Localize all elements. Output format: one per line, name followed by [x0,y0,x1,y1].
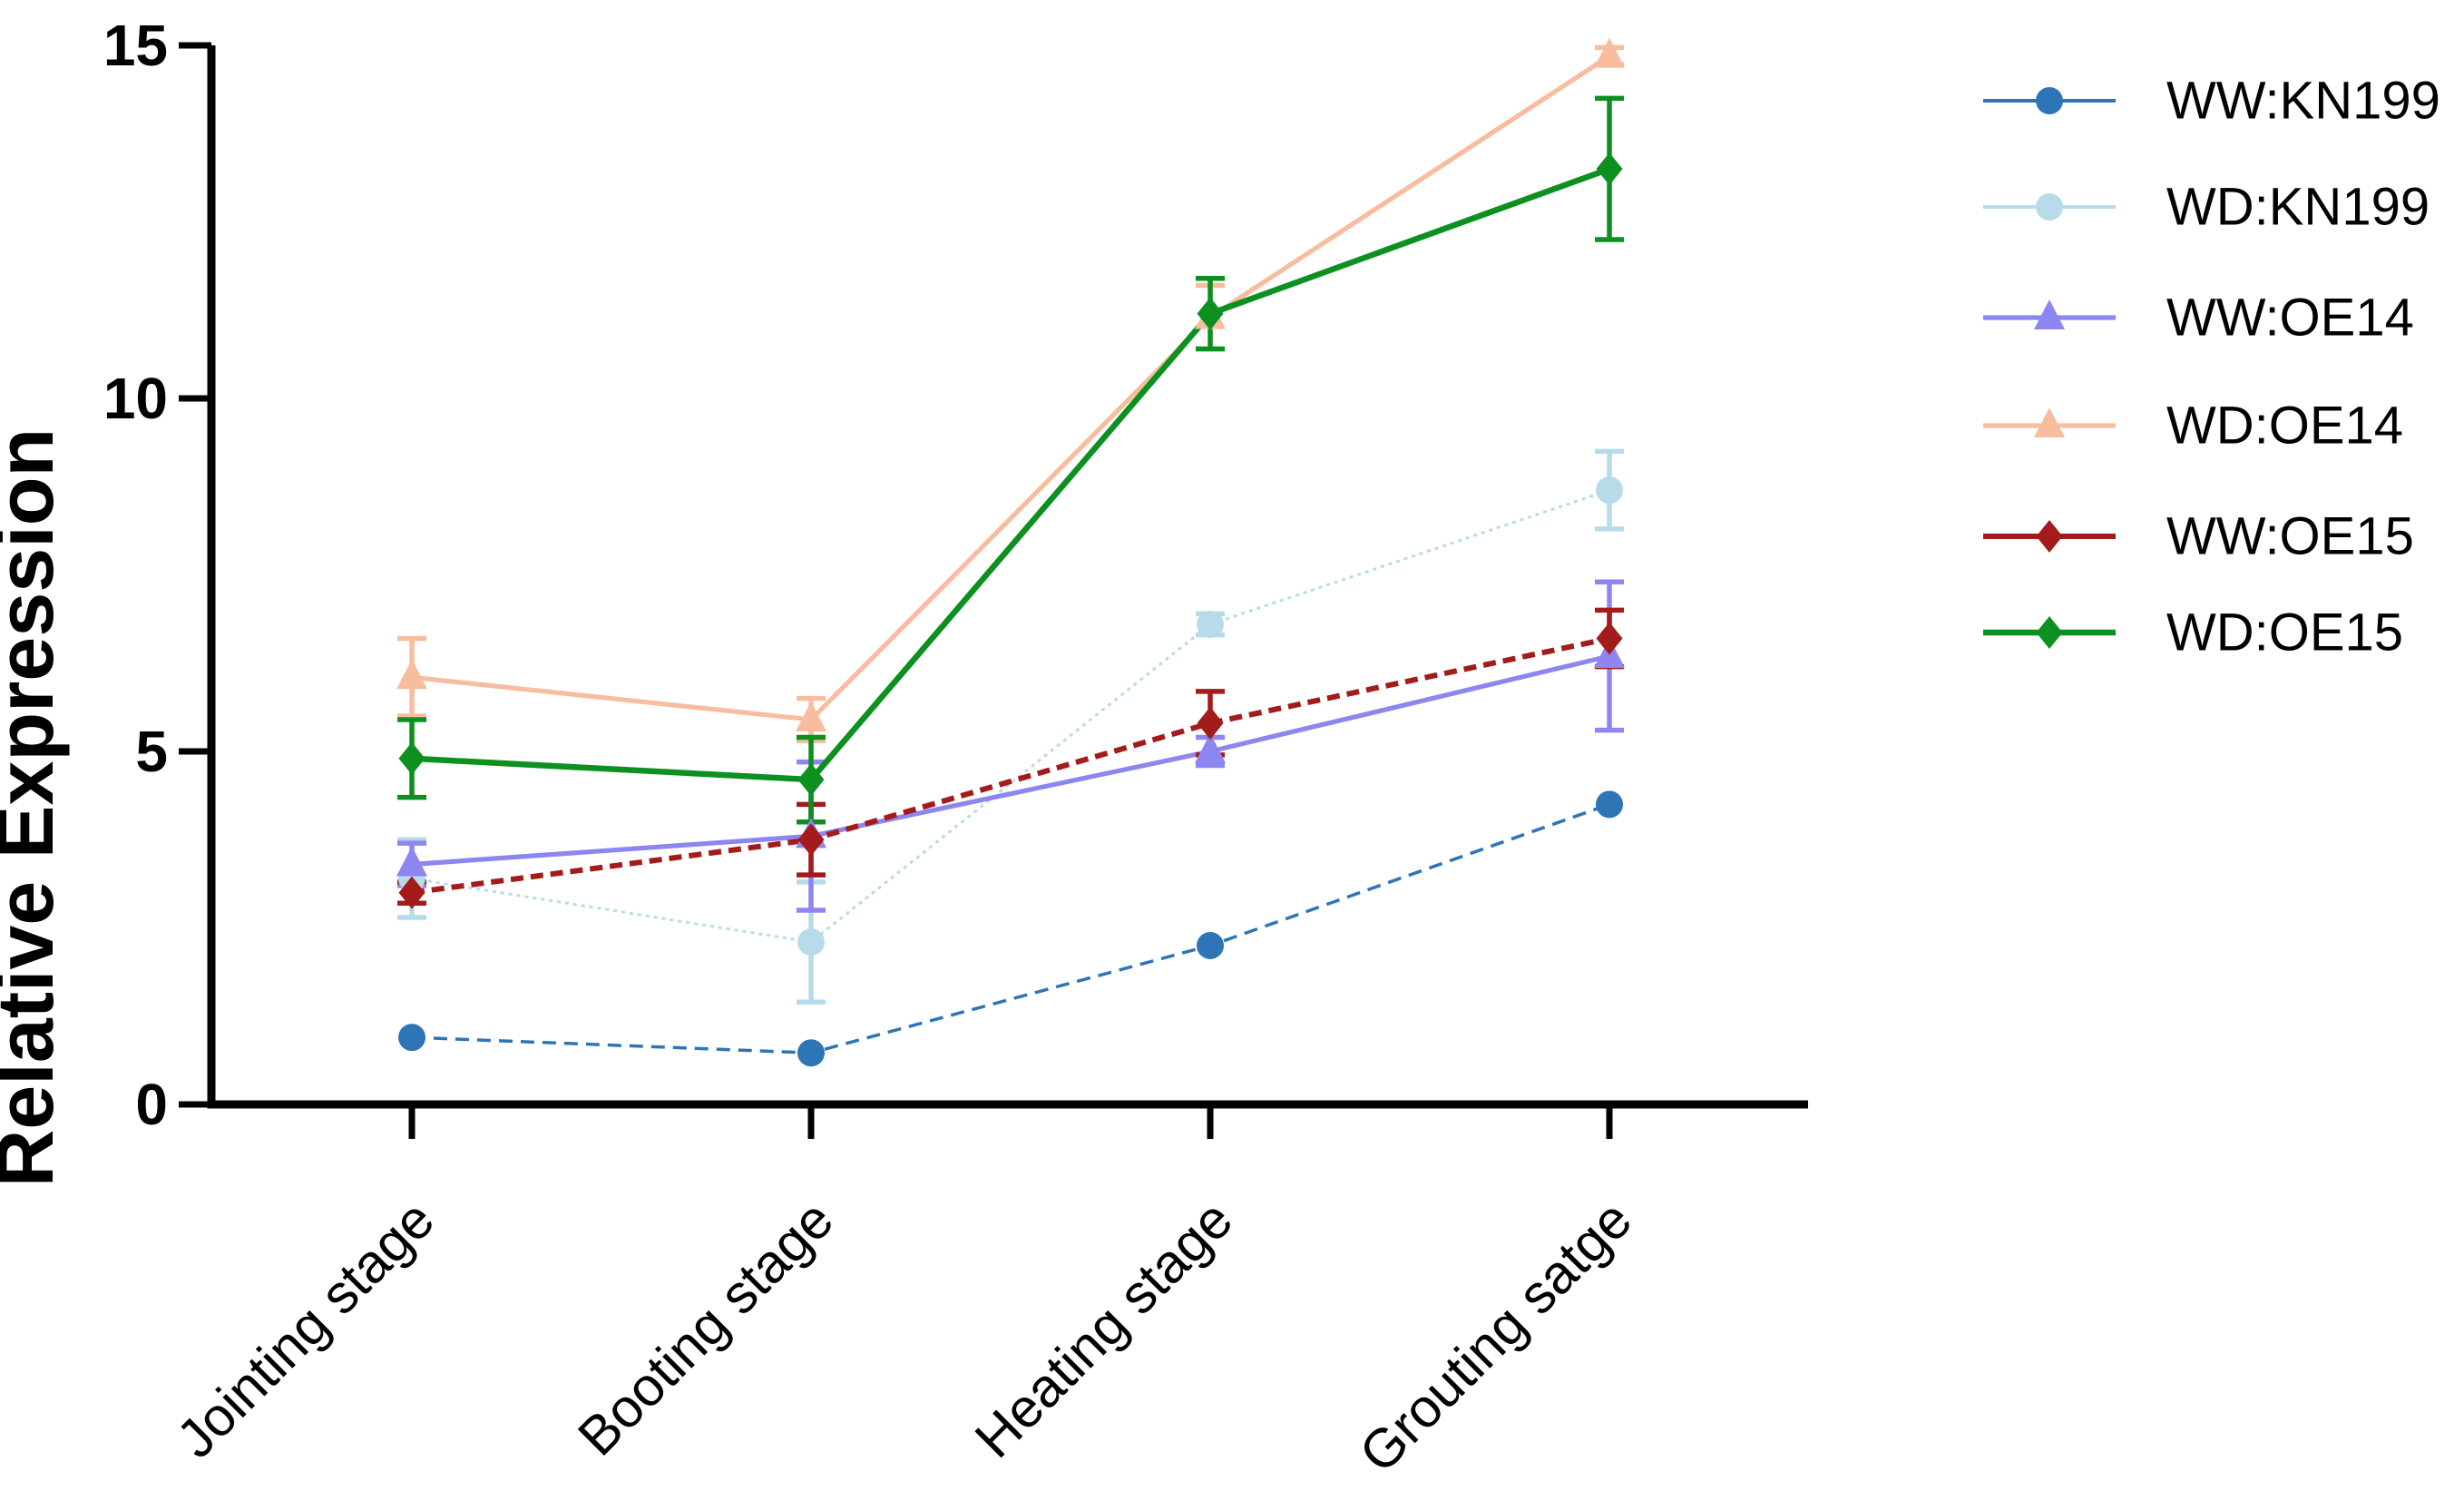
y-tick-label: 5 [135,719,168,784]
series-line-ww-kn199 [411,802,1610,1055]
triangle-marker-wd-oe14 [796,701,826,731]
y-tick-label: 15 [103,13,168,78]
triangle-marker-ww-oe14 [396,846,427,877]
legend-circle-marker [2036,87,2063,114]
diamond-marker-wd-oe15 [1596,152,1623,186]
legend-item-label: WW:OE14 [2166,289,2414,348]
legend-triangle-marker [2034,299,2065,329]
diamond-marker-wd-oe15 [398,741,425,775]
triangle-marker-wd-oe14 [396,659,427,690]
legend-triangle-marker [2034,407,2065,437]
triangle-marker-ww-oe14 [1195,733,1226,763]
series-line-wd-kn199 [411,488,1610,944]
circle-marker-ww-kn199 [398,1024,425,1052]
circle-marker-ww-kn199 [797,1039,825,1067]
x-tick-label: Grouting satge [1348,1189,1644,1485]
circle-marker-ww-kn199 [1197,931,1224,959]
series-line-wd-oe14 [411,54,1611,722]
circle-marker-ww-kn199 [1596,790,1623,819]
diamond-marker-wd-oe15 [1197,297,1224,330]
legend-item-label: WW:KN199 [2166,72,2440,131]
series-line-wd-oe15 [411,166,1611,783]
series-line-ww-oe15 [411,635,1610,896]
circle-marker-wd-kn199 [1197,610,1224,638]
diamond-marker-wd-oe15 [797,763,825,797]
triangle-marker-wd-oe14 [1594,37,1625,68]
diamond-marker-ww-oe15 [1197,706,1224,740]
y-tick-label: 10 [103,366,168,431]
legend-circle-marker [2036,193,2063,221]
diamond-marker-ww-oe15 [797,823,825,857]
legend-item-label: WW:OE15 [2166,507,2414,566]
series-line-ww-oe14 [411,653,1610,868]
legend-diamond-marker [2036,520,2063,553]
circle-marker-wd-kn199 [797,928,825,957]
x-tick-label: Jointing stage [165,1189,445,1469]
diamond-marker-ww-oe15 [1596,622,1623,655]
y-tick-label: 0 [135,1072,168,1137]
diamond-marker-ww-oe15 [398,876,425,909]
x-tick-label: Heating stage [963,1189,1244,1469]
legend-item-label: WD:KN199 [2166,178,2430,237]
x-tick-label: Booting stage [566,1189,845,1467]
circle-marker-wd-kn199 [1596,476,1623,505]
legend-item-label: WD:OE14 [2166,397,2403,456]
legend-diamond-marker [2036,616,2063,649]
y-axis-title: Relative Expression [0,428,70,1187]
legend-item-label: WD:OE15 [2166,603,2403,662]
